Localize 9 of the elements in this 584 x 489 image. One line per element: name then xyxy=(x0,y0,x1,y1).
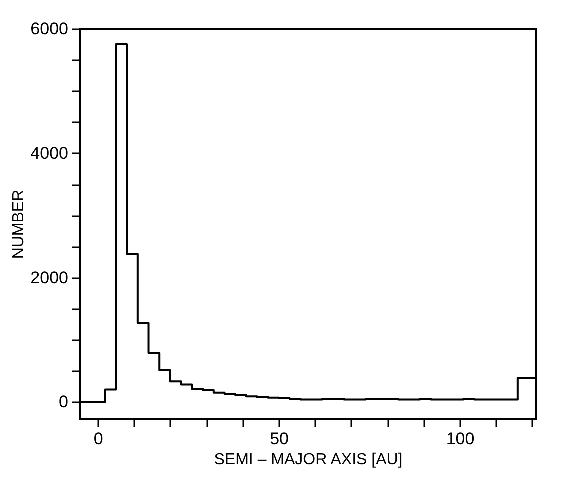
y-tick-label: 2000 xyxy=(30,268,68,288)
x-tick-label: 50 xyxy=(270,430,290,448)
x-tick-label: 0 xyxy=(94,430,104,448)
y-tick-label: 6000 xyxy=(30,20,68,38)
x-tick-label: 100 xyxy=(446,430,475,448)
y-tick-label: 4000 xyxy=(30,144,68,163)
y-axis-title: NUMBER xyxy=(10,190,28,260)
x-axis-title: SEMI – MAJOR AXIS [AU] xyxy=(214,452,403,468)
y-tick-label: 0 xyxy=(59,392,68,412)
